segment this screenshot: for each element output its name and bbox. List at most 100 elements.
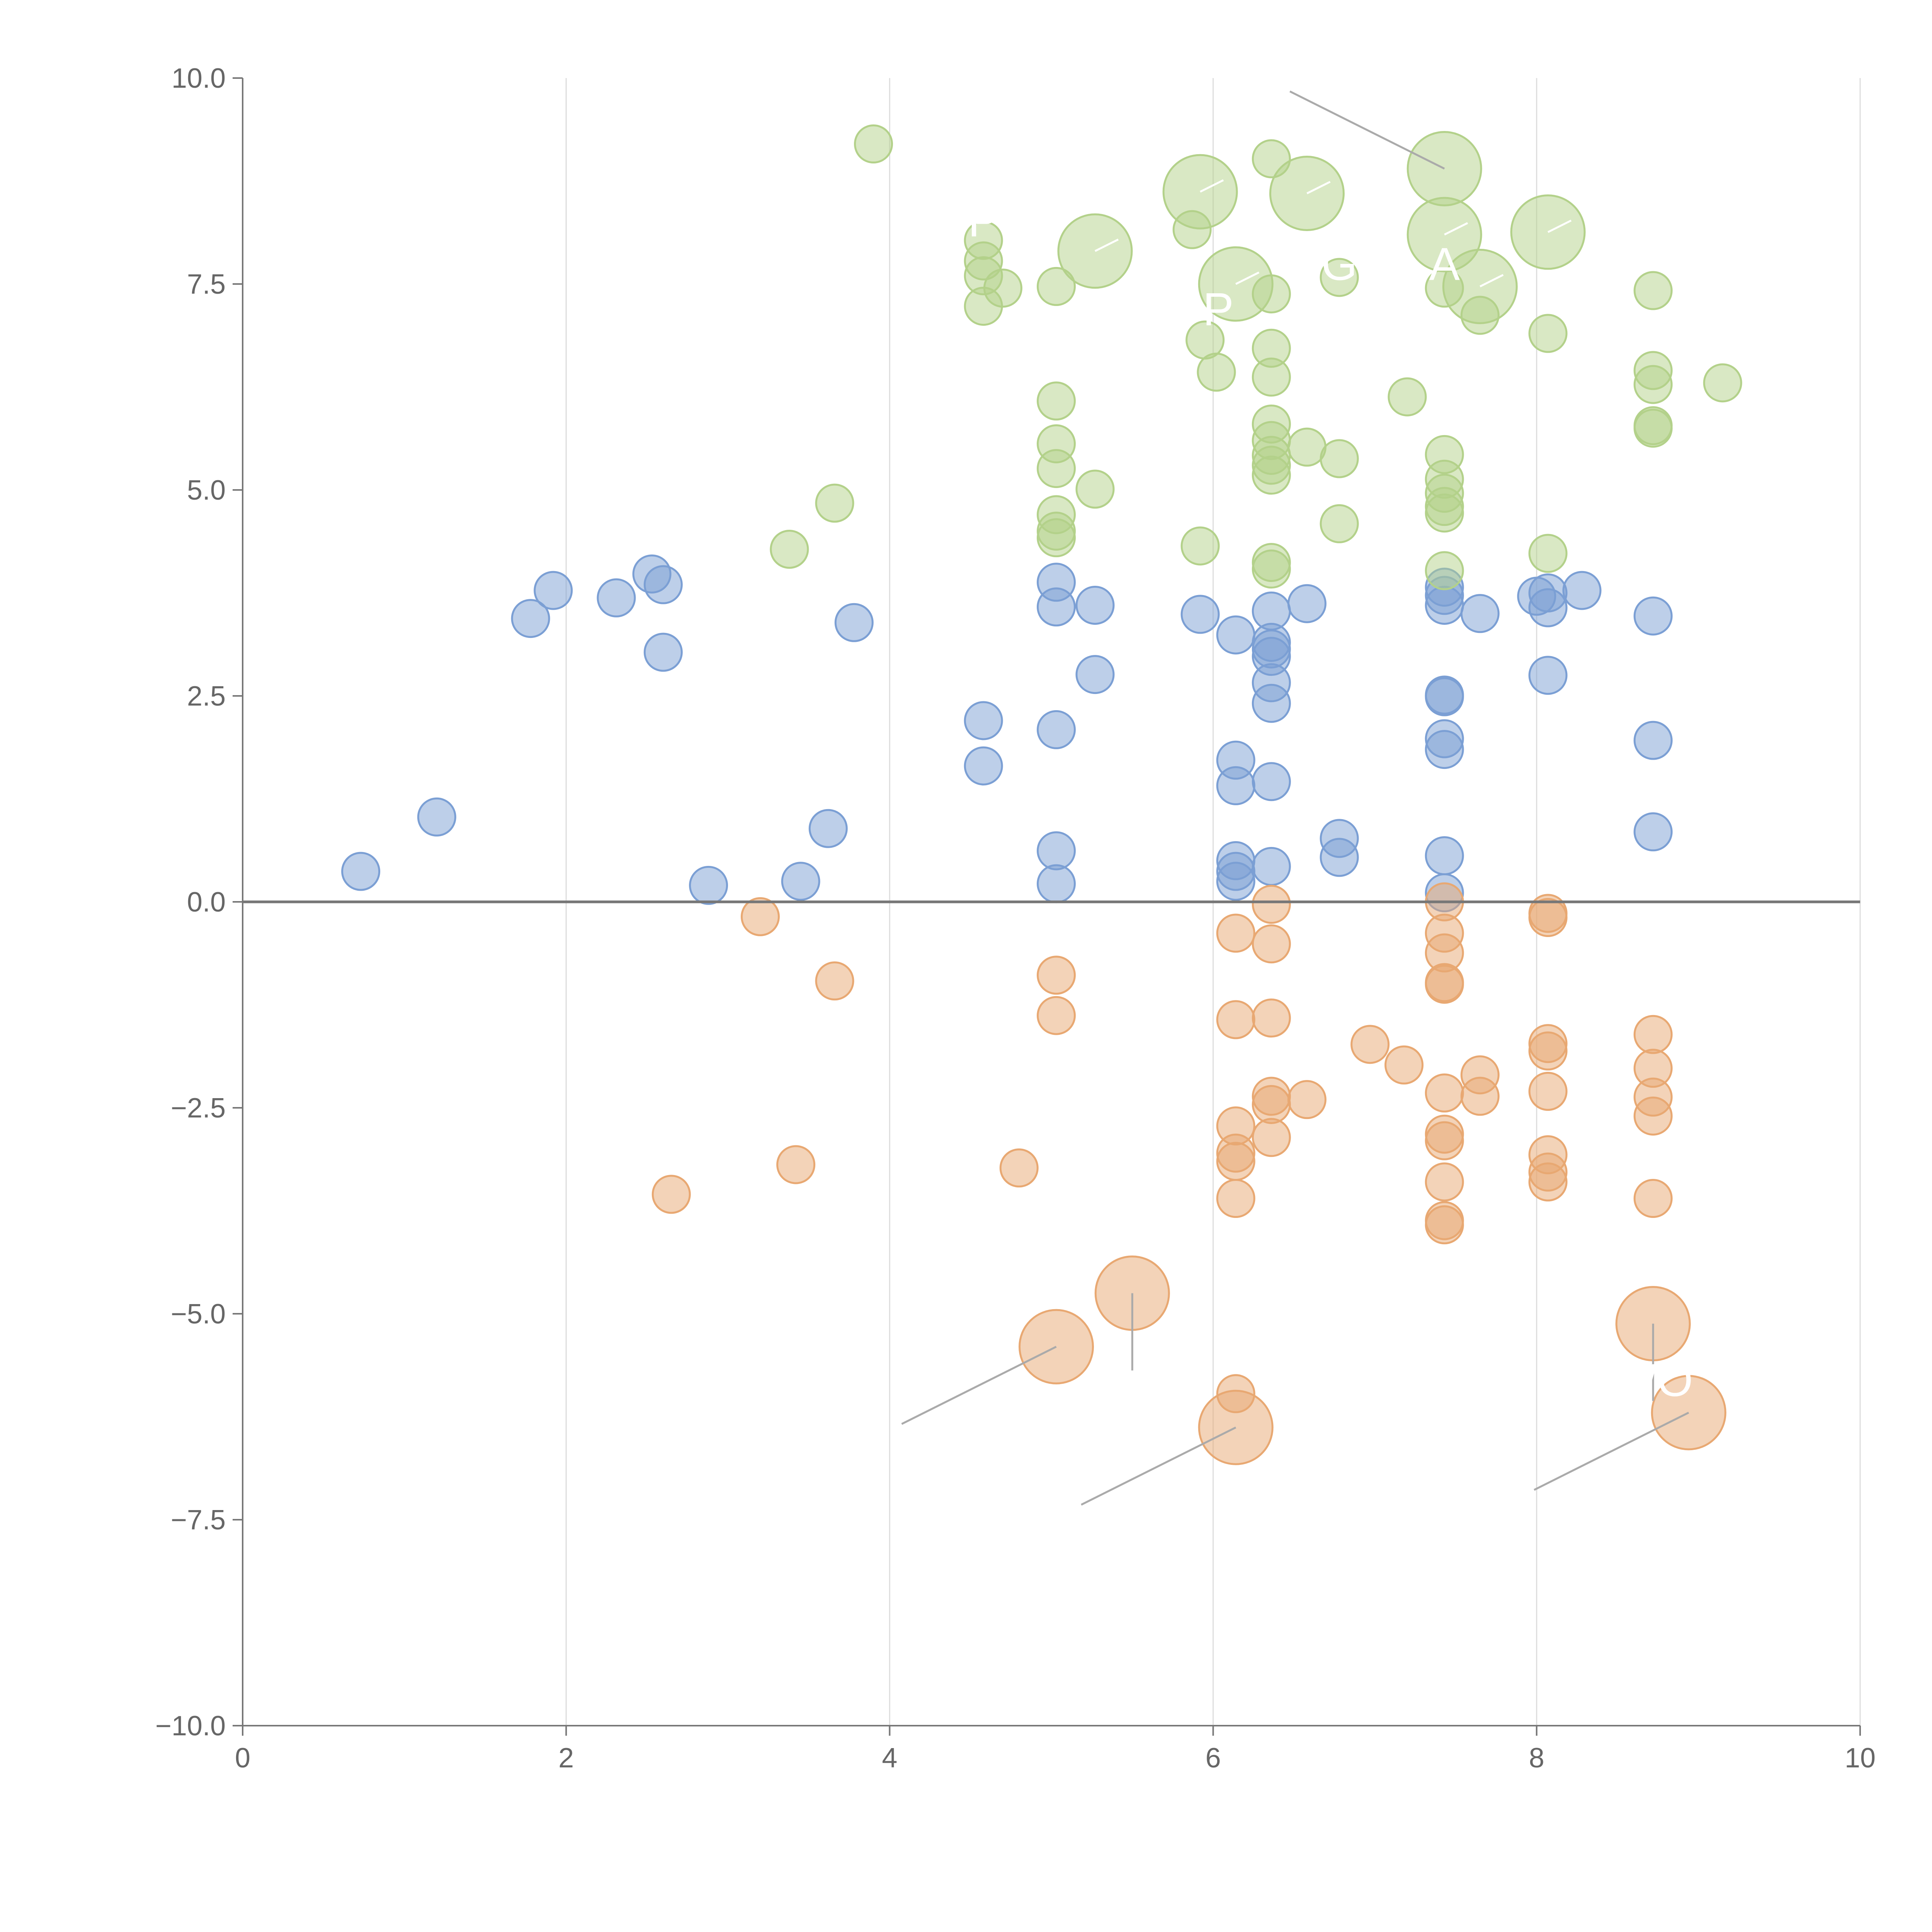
orange-point [1252,998,1291,1038]
annotation-label: A [1429,238,1460,290]
orange-point [1425,1073,1464,1113]
leader-line [1547,219,1572,233]
leader-line [901,1346,1057,1425]
orange-point [1252,884,1291,924]
x-tick-label: 4 [882,1743,897,1774]
blue-point [689,866,728,905]
orange-point [1425,964,1464,1004]
green-point [1528,534,1568,573]
orange-point [1216,1000,1255,1039]
leader-line [1235,271,1260,285]
blue-point [1633,721,1673,760]
green-point [1425,551,1464,590]
green-point [1320,439,1359,478]
blue-point [1037,587,1076,627]
orange-point [1633,1015,1673,1054]
green-point [1633,408,1673,448]
orange-point [1425,1205,1464,1245]
green-point [1037,381,1076,421]
green-point [1037,449,1076,488]
orange-point [1252,924,1291,964]
y-tick-label: 5.0 [187,475,226,506]
blue-point [1633,812,1673,852]
blue-point [1037,864,1076,903]
orange-point [999,1148,1039,1188]
blue-point [417,797,456,837]
orange-point [815,961,854,1001]
orange-point [741,897,780,936]
blue-point [834,603,874,642]
y-tick-label: −7.5 [171,1505,226,1536]
blue-point [1252,684,1291,723]
green-point [1633,271,1673,310]
orange-point [1425,1121,1464,1160]
y-tick-label: −10.0 [155,1711,226,1742]
orange-point [1037,956,1076,995]
blue-point [1037,710,1076,749]
y-tick-label: −5.0 [171,1299,226,1330]
green-point [1320,258,1359,297]
blue-point [808,809,848,848]
orange-point [1528,1071,1568,1111]
blue-point [597,578,636,617]
y-tick-label: 2.5 [187,681,226,712]
blue-point [964,701,1003,740]
green-point [983,269,1022,308]
green-point [1528,314,1568,353]
leader-line [1306,181,1331,194]
data-points [341,124,1742,1465]
blue-point [1425,836,1464,876]
x-tick-label: 0 [235,1743,250,1774]
green-point [1037,267,1076,306]
blue-point [1075,655,1115,694]
orange-point [1287,1080,1327,1119]
blue-point [1216,615,1255,655]
green-point [1320,504,1359,543]
leader-line [1480,274,1504,287]
y-tick-label: 10.0 [172,63,226,94]
blue-point [1252,847,1291,886]
orange-point [651,1175,691,1214]
blue-point [1252,762,1291,801]
blue-point [643,565,683,604]
blue-point [1562,571,1602,610]
orange-point [1528,1162,1568,1202]
orange-point [1216,1142,1255,1181]
blue-point [643,633,683,672]
blue-point [1287,584,1327,623]
green-point [1633,365,1673,404]
blue-point [964,746,1003,786]
blue-point [1320,838,1359,877]
blue-point [781,862,820,901]
blue-point [1425,585,1464,625]
y-tick-label: 7.5 [187,269,226,300]
blue-point [1528,588,1568,628]
leader-line [1444,222,1468,236]
green-point [1425,493,1464,533]
leader-line [1534,1412,1689,1491]
leader-line [1199,179,1224,193]
orange-point [1252,1085,1291,1124]
blue-point [341,852,381,891]
green-point [815,483,854,523]
orange-point [1425,1162,1464,1202]
axes: 0 2 4 6 8 10 −10.0 −7.5 −5.0 −2.5 0.0 2.5 5.0 7.5 10.0 [155,63,1876,1774]
annotation-label: OP [1167,284,1233,335]
orange-point [1528,1031,1568,1071]
blue-point [534,571,573,610]
annotation-label: G [1321,238,1357,290]
orange-point [1216,1179,1255,1218]
annotations: P G A OP WO [901,90,1693,1506]
orange-point [1216,913,1255,953]
blue-point [1425,677,1464,716]
blue-point [1180,595,1220,634]
x-tick-label: 2 [558,1743,574,1774]
orange-point [1633,1179,1673,1218]
blue-point [1216,862,1255,901]
green-point [1252,456,1291,495]
green-point [1197,352,1236,392]
y-tick-label: −2.5 [171,1093,226,1124]
green-point [770,530,809,569]
blue-point [1633,596,1673,636]
